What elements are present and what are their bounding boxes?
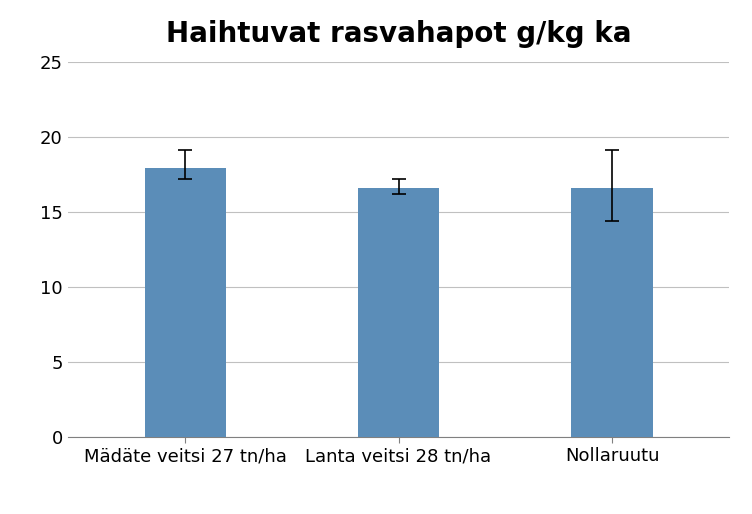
Bar	[144, 168, 226, 437]
Title: Haihtuvat rasvahapot g/kg ka: Haihtuvat rasvahapot g/kg ka	[165, 20, 632, 48]
Bar	[358, 188, 439, 437]
Bar	[572, 188, 653, 437]
